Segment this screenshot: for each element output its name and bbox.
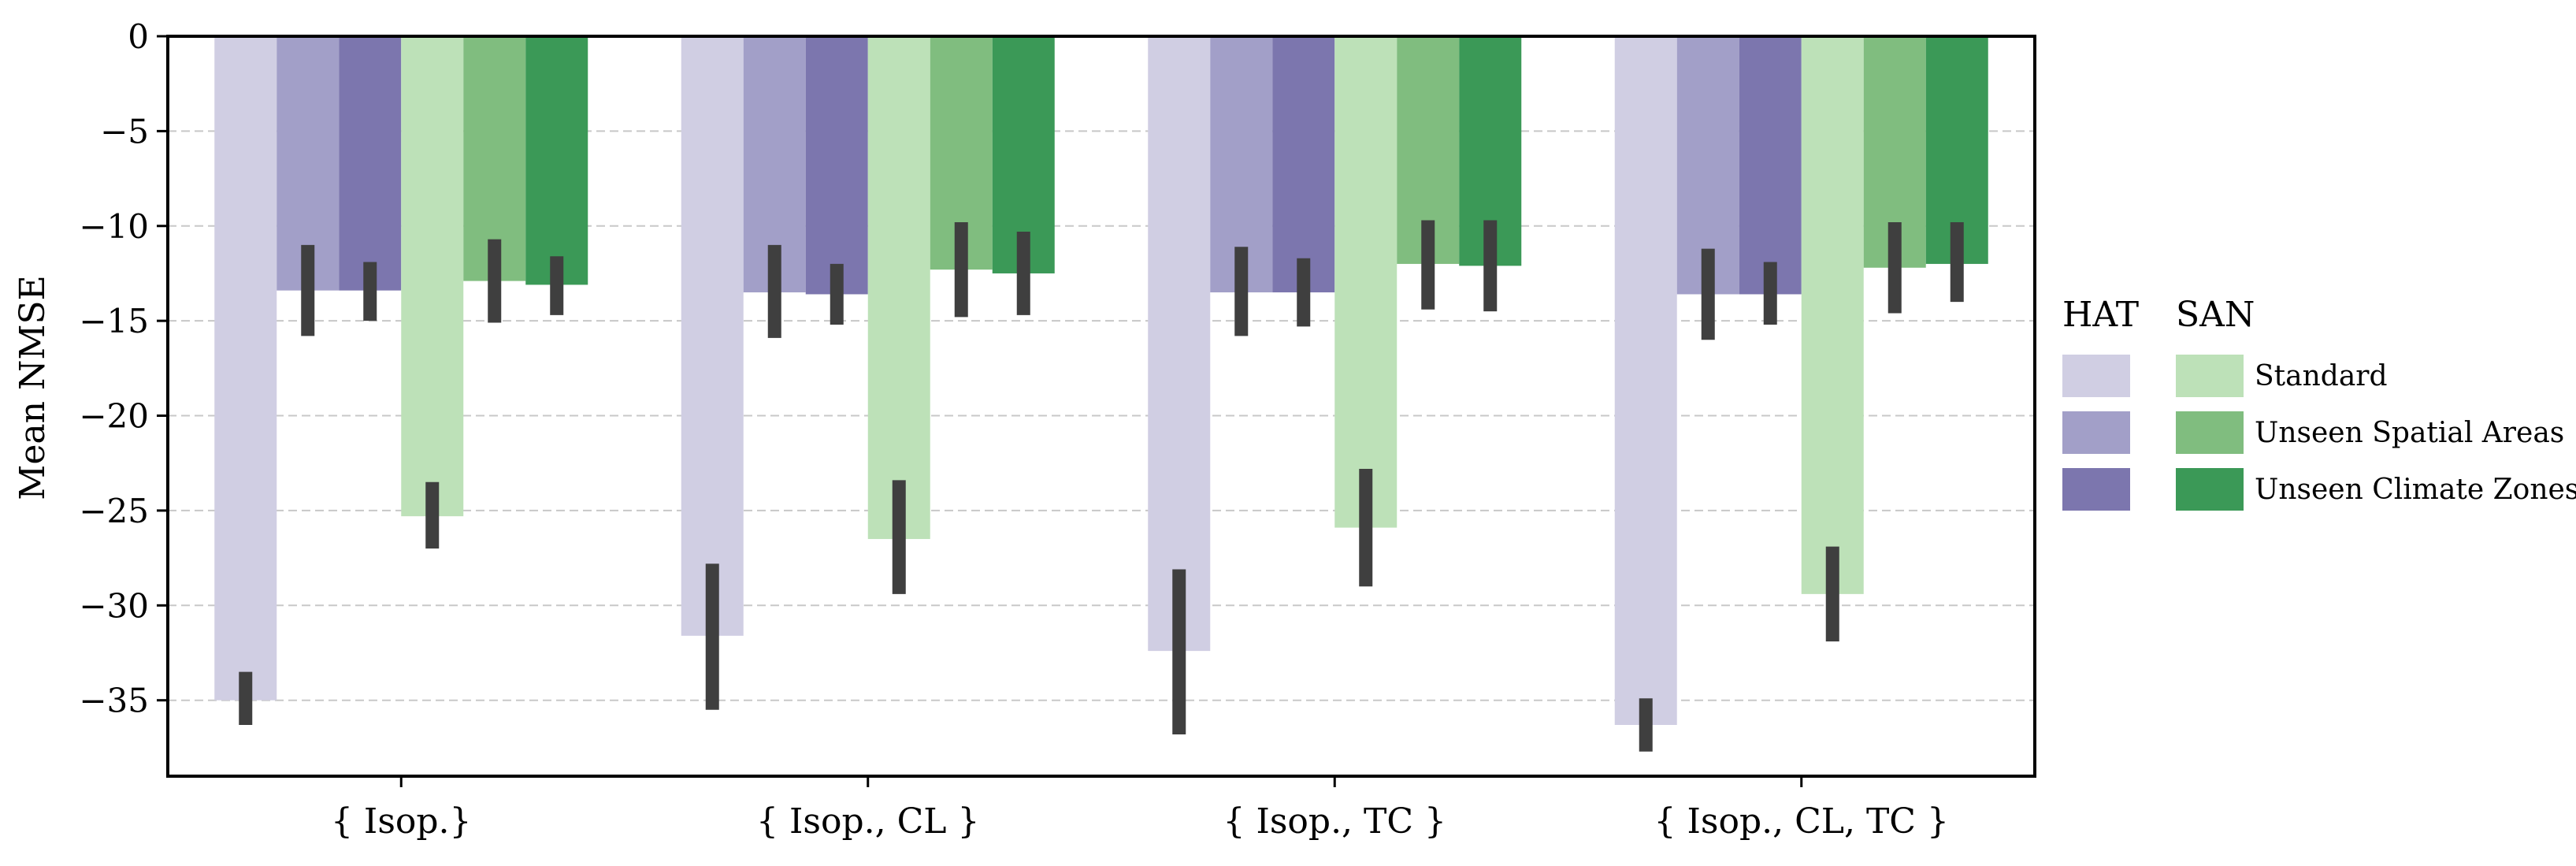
legend-swatch [2176,355,2244,397]
legend-swatch [2176,468,2244,511]
bar [339,36,402,291]
x-tick-label: { Isop., CL } [756,801,979,842]
x-axis: { Isop.} { Isop., CL } { Isop., TC } { Isop… [331,776,1949,842]
y-axis: 0 −5 −10 −15 −20 −25 −30 −35 [79,17,168,720]
legend-label: Unseen Climate Zones [2255,474,2576,506]
bar [525,36,588,285]
bar [1739,36,1802,295]
error-bars [239,220,1964,752]
bar [681,36,744,636]
plot-frame [166,35,2036,778]
y-tick-label: −30 [79,586,149,625]
legend-swatch [2062,411,2130,454]
legend-swatch [2176,411,2244,454]
legend-swatch [2062,468,2130,511]
y-tick-label: −10 [79,207,149,246]
x-tick-label: { Isop.} [331,801,472,842]
bar [805,36,868,295]
y-tick-label: −15 [79,302,149,340]
y-tick-label: −35 [79,682,149,720]
legend-label: Standard [2255,360,2388,392]
bar [1148,36,1211,652]
y-axis-title: Mean NMSE [13,275,53,500]
y-tick-label: −5 [100,112,149,151]
bar [1272,36,1335,293]
legend-title: SAN [2176,295,2255,335]
x-tick-label: { Isop., CL, TC } [1654,801,1949,842]
bar [1334,36,1397,528]
bar [214,36,277,701]
y-tick-label: −25 [79,492,149,530]
bar [867,36,930,540]
y-tick-label: 0 [128,17,149,56]
y-tick-label: −20 [79,397,149,436]
bar [1801,36,1864,594]
legend-title: HAT [2062,295,2139,335]
legend-label: Unseen Spatial Areas [2255,417,2564,449]
x-tick-label: { Isop., TC } [1223,801,1446,842]
bar [1614,36,1677,725]
bar [401,36,464,517]
legend-swatch [2062,355,2130,397]
